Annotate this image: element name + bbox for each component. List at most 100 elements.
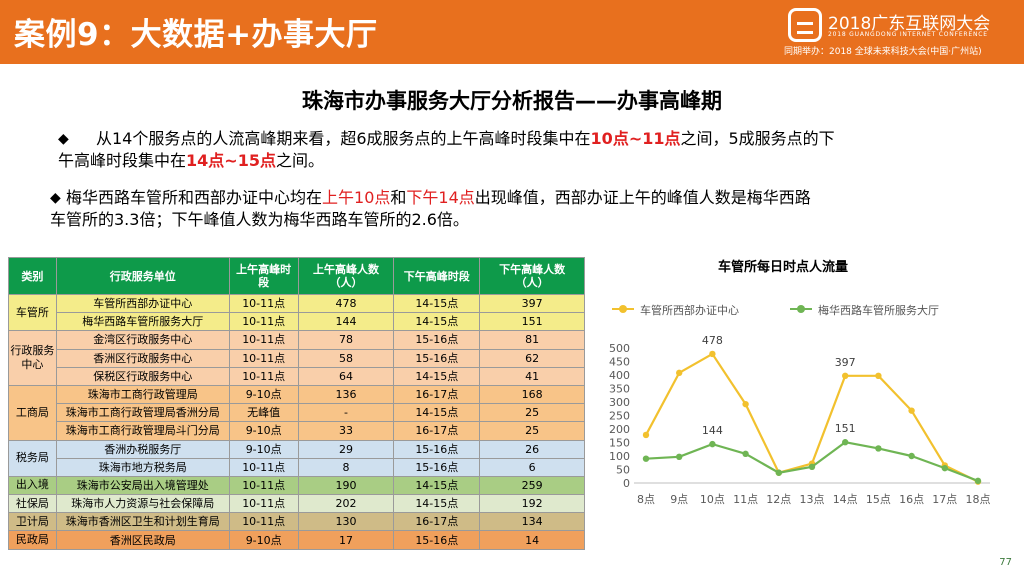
- y-tick-label: 500: [609, 342, 630, 355]
- bullet1-text-b: 之间，5成服务点的下: [680, 129, 835, 148]
- category-cell: 工商局: [8, 384, 57, 441]
- am-count-cell: 8: [297, 457, 395, 477]
- x-tick-label: 9点: [670, 493, 688, 506]
- table-row: 梅华西路车管所服务大厅 10-11点 144 14-15点 151: [9, 312, 585, 332]
- data-point: [908, 452, 915, 460]
- pm-count-cell: 168: [479, 384, 585, 405]
- am-count-cell: 78: [297, 330, 395, 350]
- data-label: 397: [835, 356, 856, 369]
- unit-cell: 香洲区民政局: [55, 530, 230, 550]
- data-point: [709, 350, 716, 358]
- pm-period-cell: 14-15点: [393, 403, 481, 423]
- y-tick-label: 400: [609, 369, 630, 382]
- header-pm-count: 下午高峰人数（人）: [479, 257, 585, 295]
- pm-period-cell: 14-15点: [393, 494, 481, 514]
- x-tick-label: 14点: [833, 493, 858, 506]
- pm-count-cell: 41: [479, 366, 585, 386]
- category-cell: 车管所: [8, 293, 57, 332]
- y-tick-label: 250: [609, 410, 630, 423]
- data-point: [676, 453, 683, 461]
- pm-count-cell: 151: [479, 312, 585, 332]
- category-cell: 民政局: [8, 530, 57, 550]
- am-count-cell: 144: [297, 312, 395, 332]
- bullet-peak-summary: ◆ 从14个服务点的人流高峰期来看，超6成服务点的上午高峰时段集中在10点~11…: [58, 128, 988, 172]
- pm-period-cell: 15-16点: [393, 348, 481, 368]
- pm-period-cell: 14-15点: [393, 312, 481, 332]
- conference-logo-icon: [788, 8, 822, 42]
- am-period-cell: 10-11点: [228, 293, 299, 314]
- bullet1-text-c: 午高峰时段集中在: [58, 151, 187, 170]
- table-row: 珠海市工商行政管理局斗门分局 9-10点 33 16-17点 25: [9, 421, 585, 441]
- pm-count-cell: 6: [479, 457, 585, 477]
- am-period-cell: 10-11点: [228, 457, 299, 477]
- am-count-cell: 136: [297, 384, 395, 405]
- data-point: [775, 469, 782, 476]
- legend-label: 梅华西路车管所服务大厅: [818, 304, 939, 317]
- data-point: [941, 464, 948, 472]
- am-count-cell: 17: [297, 530, 395, 550]
- am-period-cell: 10-11点: [228, 512, 299, 532]
- table-row: 卫计局 珠海市香洲区卫生和计划生育局 10-11点 130 16-17点 134: [8, 512, 585, 532]
- unit-cell: 珠海市人力资源与社会保障局: [55, 494, 230, 514]
- data-point: [842, 439, 849, 446]
- logo-sub-text: 2018 GUANGDONG INTERNET CONFERENCE: [828, 31, 988, 38]
- data-point: [709, 440, 716, 448]
- diamond-bullet-icon: ◆: [58, 131, 69, 147]
- x-tick-label: 11点: [733, 493, 758, 506]
- y-tick-label: 0: [623, 477, 630, 490]
- unit-cell: 珠海市工商行政管理局斗门分局: [55, 421, 230, 441]
- bullet2-text-a: 梅华西路车管所和西部办证中心均在: [66, 188, 323, 207]
- header-am-period: 上午高峰时段: [228, 257, 299, 295]
- peak-hours-table: 类别 行政服务单位 上午高峰时段 上午高峰人数（人） 下午高峰时段 下午高峰人数…: [8, 257, 585, 550]
- table-row: 珠海市工商行政管理局香洲分局 无峰值 -14-15点 25: [9, 403, 585, 423]
- x-tick-label: 8点: [637, 493, 655, 506]
- data-label: 478: [702, 334, 723, 347]
- am-period-cell: 10-11点: [228, 494, 299, 514]
- pm-period-cell: 15-16点: [393, 330, 481, 350]
- am-count-cell: 190: [297, 475, 395, 496]
- x-tick-label: 18点: [966, 493, 991, 506]
- header-bar: 案例9：大数据+办事大厅 2018广东互联网大会 2018 GUANGDONG …: [0, 0, 1024, 64]
- am-count-cell: 202: [297, 494, 395, 514]
- pm-period-cell: 16-17点: [393, 421, 481, 441]
- bullet2-highlight-morning: 上午10点: [322, 188, 391, 207]
- pm-count-cell: 26: [479, 439, 585, 459]
- y-tick-label: 150: [609, 437, 630, 450]
- data-point: [742, 400, 749, 408]
- pm-count-cell: 192: [479, 494, 585, 514]
- pm-count-cell: 25: [479, 421, 585, 441]
- slide-title: 案例9：大数据+办事大厅: [14, 17, 378, 53]
- am-period-cell: 9-10点: [228, 439, 299, 459]
- y-tick-label: 350: [609, 383, 630, 396]
- bullet2-text-d: 车管所的3.3倍；下午峰值人数为梅华西路车管所的2.6倍。: [50, 210, 469, 229]
- data-label: 151: [835, 422, 856, 435]
- category-cell: 税务局: [8, 439, 57, 477]
- bullet2-text-b: 和: [390, 188, 407, 207]
- pm-period-cell: 15-16点: [393, 439, 481, 459]
- unit-cell: 香洲办税服务厅: [55, 439, 230, 459]
- category-cell: 行政服务中心: [8, 330, 57, 386]
- header-category: 类别: [8, 257, 57, 295]
- table-row: 行政服务中心 金湾区行政服务中心 10-11点 78 15-16点 81: [8, 330, 585, 386]
- unit-cell: 珠海市工商行政管理局: [55, 384, 230, 405]
- y-tick-label: 450: [609, 356, 630, 369]
- x-tick-label: 13点: [800, 493, 825, 506]
- am-count-cell: -: [297, 403, 395, 423]
- data-point: [742, 450, 749, 458]
- category-cell: 出入境: [8, 475, 57, 496]
- pm-count-cell: 14: [479, 530, 585, 550]
- table-row: 税务局 香洲办税服务厅 9-10点 29 15-16点 26: [8, 439, 585, 477]
- data-point: [676, 369, 683, 377]
- data-point: [842, 372, 849, 380]
- x-tick-label: 16点: [899, 493, 924, 506]
- y-tick-label: 50: [616, 464, 630, 477]
- legend-marker: [797, 305, 805, 313]
- am-period-cell: 9-10点: [228, 421, 299, 441]
- bullet2-text-c: 出现峰值，西部办证上午的峰值人数是梅华西路: [474, 188, 811, 207]
- report-title: 珠海市办事服务大厅分析报告——办事高峰期: [302, 89, 722, 113]
- page-number: 77: [999, 557, 1012, 568]
- table-row: 香洲区行政服务中心 10-11点 58 15-16点 62: [9, 348, 585, 368]
- am-period-cell: 9-10点: [228, 530, 299, 550]
- pm-count-cell: 25: [479, 403, 585, 423]
